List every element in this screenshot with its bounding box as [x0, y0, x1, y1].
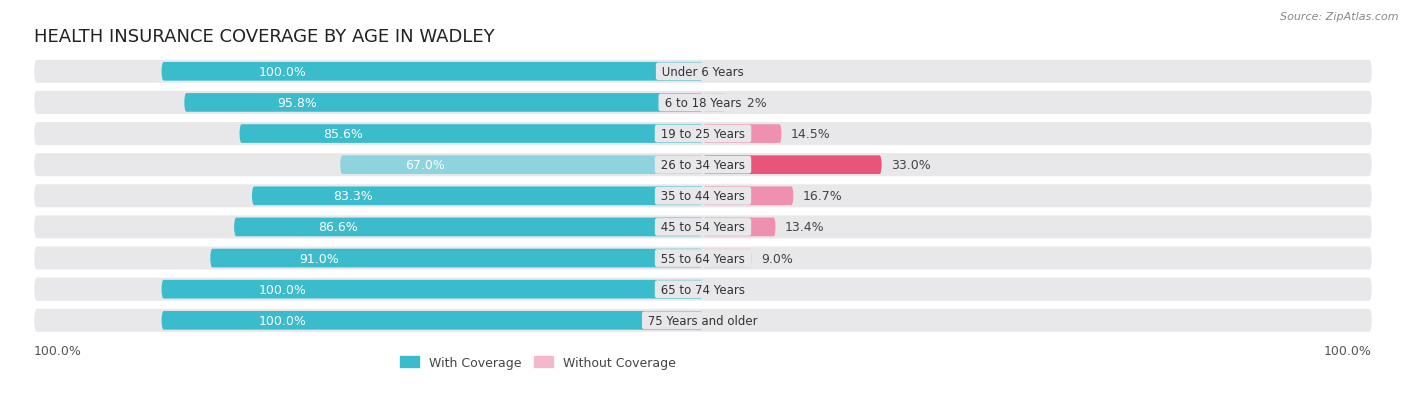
FancyBboxPatch shape: [239, 125, 703, 144]
Text: HEALTH INSURANCE COVERAGE BY AGE IN WADLEY: HEALTH INSURANCE COVERAGE BY AGE IN WADL…: [34, 28, 495, 46]
FancyBboxPatch shape: [34, 185, 1372, 208]
FancyBboxPatch shape: [340, 156, 703, 175]
Text: 26 to 34 Years: 26 to 34 Years: [657, 159, 749, 172]
Text: Under 6 Years: Under 6 Years: [658, 66, 748, 78]
FancyBboxPatch shape: [34, 247, 1372, 270]
Text: 0.0%: 0.0%: [713, 314, 745, 327]
FancyBboxPatch shape: [703, 187, 793, 206]
FancyBboxPatch shape: [162, 311, 703, 330]
Text: 100.0%: 100.0%: [1324, 344, 1372, 357]
FancyBboxPatch shape: [184, 94, 703, 112]
Text: 0.0%: 0.0%: [713, 283, 745, 296]
Text: 6 to 18 Years: 6 to 18 Years: [661, 97, 745, 110]
Text: 83.3%: 83.3%: [333, 190, 373, 203]
Text: 100.0%: 100.0%: [259, 283, 307, 296]
Text: 100.0%: 100.0%: [259, 66, 307, 78]
Text: 100.0%: 100.0%: [259, 314, 307, 327]
Text: 75 Years and older: 75 Years and older: [644, 314, 762, 327]
FancyBboxPatch shape: [211, 249, 703, 268]
Text: 45 to 54 Years: 45 to 54 Years: [657, 221, 749, 234]
Text: 67.0%: 67.0%: [405, 159, 446, 172]
Text: 86.6%: 86.6%: [319, 221, 359, 234]
FancyBboxPatch shape: [162, 63, 703, 81]
FancyBboxPatch shape: [34, 309, 1372, 332]
Text: 55 to 64 Years: 55 to 64 Years: [657, 252, 749, 265]
FancyBboxPatch shape: [162, 280, 703, 299]
Text: 13.4%: 13.4%: [785, 221, 825, 234]
FancyBboxPatch shape: [34, 61, 1372, 83]
FancyBboxPatch shape: [34, 123, 1372, 146]
FancyBboxPatch shape: [34, 92, 1372, 115]
Text: 91.0%: 91.0%: [299, 252, 339, 265]
Legend: With Coverage, Without Coverage: With Coverage, Without Coverage: [395, 351, 681, 374]
Text: 33.0%: 33.0%: [891, 159, 931, 172]
Text: 4.2%: 4.2%: [735, 97, 768, 110]
Text: 35 to 44 Years: 35 to 44 Years: [657, 190, 749, 203]
FancyBboxPatch shape: [233, 218, 703, 237]
Text: 0.0%: 0.0%: [713, 66, 745, 78]
Text: 9.0%: 9.0%: [761, 252, 793, 265]
Text: 85.6%: 85.6%: [323, 128, 363, 141]
FancyBboxPatch shape: [703, 94, 725, 112]
FancyBboxPatch shape: [703, 249, 752, 268]
FancyBboxPatch shape: [34, 216, 1372, 239]
Text: 65 to 74 Years: 65 to 74 Years: [657, 283, 749, 296]
Text: 100.0%: 100.0%: [34, 344, 82, 357]
Text: Source: ZipAtlas.com: Source: ZipAtlas.com: [1281, 12, 1399, 22]
FancyBboxPatch shape: [34, 154, 1372, 177]
Text: 14.5%: 14.5%: [792, 128, 831, 141]
FancyBboxPatch shape: [703, 156, 882, 175]
FancyBboxPatch shape: [703, 125, 782, 144]
Text: 16.7%: 16.7%: [803, 190, 842, 203]
Text: 19 to 25 Years: 19 to 25 Years: [657, 128, 749, 141]
FancyBboxPatch shape: [34, 278, 1372, 301]
FancyBboxPatch shape: [252, 187, 703, 206]
Text: 95.8%: 95.8%: [277, 97, 318, 110]
FancyBboxPatch shape: [703, 218, 776, 237]
